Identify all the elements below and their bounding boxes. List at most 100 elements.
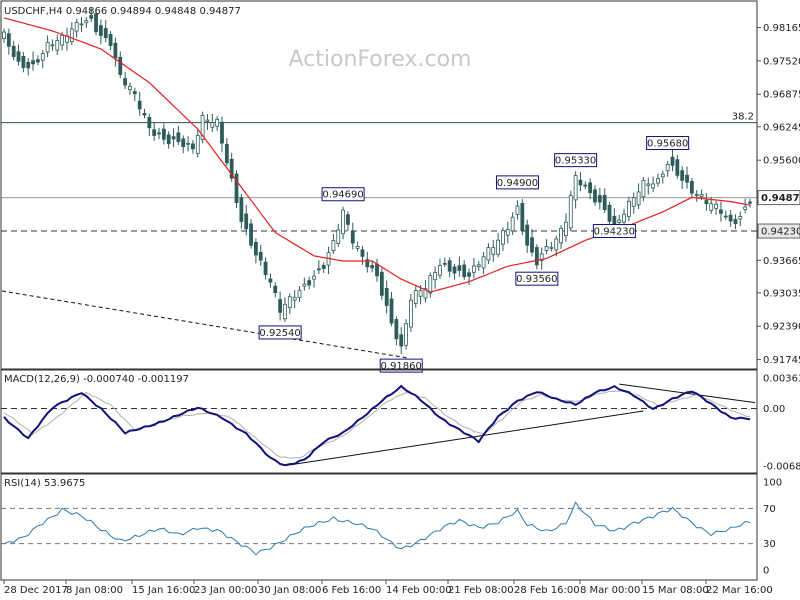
candle <box>501 230 505 245</box>
candle <box>142 113 147 116</box>
candle <box>103 28 108 39</box>
candle <box>210 122 215 128</box>
macd-line <box>3 384 751 467</box>
annotation-label: 0.94230 <box>594 227 635 238</box>
candle <box>433 272 438 281</box>
candle <box>195 135 200 154</box>
candle <box>564 221 568 237</box>
candle <box>166 134 171 145</box>
rsi-line <box>3 501 751 556</box>
candle <box>573 175 578 201</box>
rsi-y-tick-label: 100 <box>763 478 782 489</box>
candle <box>36 59 40 63</box>
candle <box>656 178 660 184</box>
candle <box>365 259 370 268</box>
candle <box>617 219 622 223</box>
support-label: 0.94230 <box>761 227 800 238</box>
macd-y-tick-label: -0.006858 <box>763 462 800 473</box>
candle <box>84 20 89 24</box>
candle <box>428 275 433 294</box>
candle <box>263 261 268 276</box>
candle <box>733 219 738 224</box>
candle <box>215 118 220 127</box>
annotation-label: 0.94690 <box>322 190 363 201</box>
panel-frame <box>0 369 758 474</box>
candle <box>220 121 224 144</box>
candle <box>423 288 428 299</box>
candle <box>234 173 239 204</box>
watermark: ActionForex.com <box>289 47 472 72</box>
candle <box>597 195 602 203</box>
candle <box>447 260 452 272</box>
candle <box>171 136 176 140</box>
candle <box>626 200 631 217</box>
annotation-box <box>515 271 559 286</box>
y-tick-label: 0.96245 <box>763 122 800 133</box>
rsi-y-tick-label: 70 <box>763 504 776 515</box>
candle <box>689 181 694 194</box>
candle <box>399 334 404 347</box>
candle <box>331 240 336 252</box>
candle <box>607 204 612 222</box>
candle <box>694 193 699 196</box>
y-tick-label: 0.93665 <box>763 256 800 267</box>
candle <box>312 275 316 280</box>
candle <box>404 323 408 346</box>
panel-frame <box>0 473 758 581</box>
candle <box>40 53 45 61</box>
candle <box>394 319 399 340</box>
candle <box>491 247 496 255</box>
annotation-box <box>321 187 365 202</box>
support-badge <box>757 223 800 239</box>
candle <box>723 215 728 218</box>
current-price-label: 0.94877 <box>761 193 800 204</box>
candle <box>157 132 161 135</box>
candle <box>646 183 651 186</box>
candle <box>549 246 554 249</box>
candle <box>379 271 384 296</box>
candle <box>161 128 166 140</box>
candle <box>132 91 137 95</box>
candle <box>457 265 462 271</box>
annotation-box <box>646 136 690 151</box>
candle <box>321 265 326 269</box>
candle <box>442 262 447 265</box>
candle <box>176 132 181 143</box>
candle <box>685 174 689 183</box>
candle <box>539 253 544 261</box>
candle <box>462 264 467 278</box>
candle <box>16 51 21 62</box>
candle <box>593 189 597 203</box>
fib-38-2-label: 38.2 <box>732 112 754 123</box>
candle <box>510 216 515 232</box>
x-tick-label: 28 Feb 16:00 <box>514 585 580 596</box>
candle <box>670 156 675 166</box>
candle <box>389 298 394 324</box>
candle <box>346 214 350 225</box>
candle <box>287 296 292 308</box>
candle <box>588 182 593 194</box>
candle <box>11 45 16 57</box>
candle <box>224 144 229 164</box>
candle <box>253 241 258 256</box>
candle <box>94 13 98 33</box>
candle <box>60 34 65 46</box>
candle <box>98 25 103 36</box>
candle <box>292 296 297 301</box>
candle <box>341 209 345 235</box>
x-tick-label: 6 Feb 16:00 <box>322 585 381 596</box>
x-tick-label: 8 Jan 08:00 <box>66 585 123 596</box>
candle <box>21 55 26 68</box>
candle <box>583 184 588 187</box>
macd-support-trendline <box>284 410 644 467</box>
candle <box>55 40 60 51</box>
x-tick-label: 23 Jan 00:00 <box>194 585 257 596</box>
candle <box>137 100 142 110</box>
candle <box>6 33 11 47</box>
candle <box>728 214 733 222</box>
candle <box>554 238 559 251</box>
x-tick-label: 15 Mar 08:00 <box>642 585 709 596</box>
candle <box>680 170 685 181</box>
